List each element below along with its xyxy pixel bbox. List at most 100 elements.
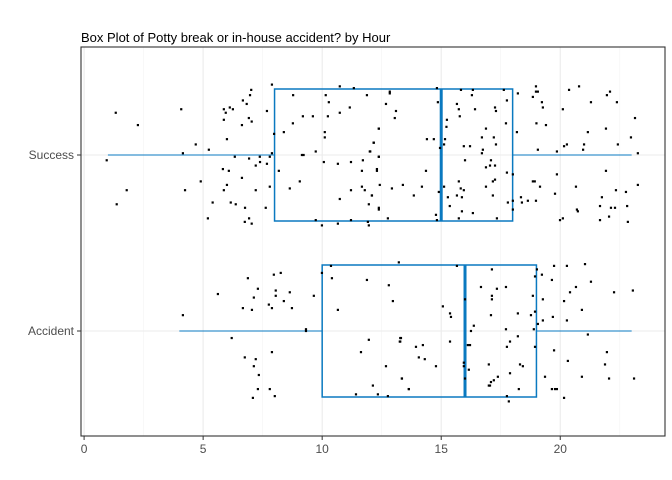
data-point-accident (632, 377, 636, 380)
data-point-accident (490, 298, 494, 301)
data-point-accident (320, 271, 324, 275)
data-point-accident (272, 273, 275, 276)
data-point-success (553, 192, 557, 195)
data-point-accident (555, 387, 559, 391)
data-point-success (511, 208, 514, 211)
data-point-success (598, 219, 602, 222)
data-point-success (614, 189, 618, 192)
data-point-success (608, 90, 612, 93)
data-point-success (270, 152, 274, 155)
data-point-success (425, 138, 429, 141)
data-point-success (458, 115, 461, 118)
data-point-accident (516, 312, 519, 315)
data-point-success (367, 224, 370, 227)
data-point-success (437, 190, 440, 194)
data-point-success (460, 196, 464, 199)
data-point-success (268, 185, 271, 188)
data-point-success (538, 185, 542, 188)
data-point-success (378, 183, 381, 187)
data-point-accident (397, 261, 400, 264)
data-point-success (424, 169, 428, 172)
data-point-success (468, 145, 472, 148)
data-point-accident (312, 294, 315, 297)
data-point-accident (553, 387, 557, 391)
data-point-accident (448, 340, 452, 343)
data-point-success (491, 194, 494, 197)
data-point-success (534, 90, 538, 93)
data-point-accident (282, 299, 285, 303)
data-point-success (462, 189, 465, 192)
data-point-success (493, 164, 497, 167)
data-point-accident (365, 278, 369, 282)
data-point-success (250, 120, 253, 123)
data-point-success (582, 148, 585, 151)
data-point-success (366, 220, 369, 223)
data-point-accident (421, 343, 424, 347)
data-point-success (511, 173, 514, 176)
data-point-accident (543, 375, 547, 378)
data-point-success (324, 94, 327, 97)
box-success (273, 88, 514, 222)
data-point-accident (423, 358, 426, 361)
data-point-success (624, 190, 628, 194)
data-point-accident (252, 296, 255, 299)
data-point-success (442, 143, 446, 146)
data-point-success (555, 150, 559, 153)
data-point-accident (540, 273, 544, 276)
data-point-accident (516, 335, 519, 338)
data-point-success (370, 194, 374, 197)
data-point-success (349, 219, 353, 222)
data-point-accident (455, 264, 459, 267)
data-point-accident (495, 287, 499, 290)
data-point-accident (605, 351, 609, 354)
data-point-accident (288, 291, 291, 294)
data-point-success (519, 196, 523, 199)
data-point-success (604, 127, 608, 130)
data-point-success (247, 217, 251, 220)
data-point-accident (250, 308, 254, 311)
y-axis: Accident Success (28, 148, 81, 338)
data-point-success (626, 220, 629, 223)
data-point-success (489, 159, 493, 162)
data-point-success (349, 189, 353, 192)
data-point-success (435, 87, 439, 90)
data-point-accident (496, 375, 499, 378)
data-point-success (241, 99, 244, 102)
data-point-success (288, 187, 291, 190)
data-point-success (442, 185, 446, 188)
data-point-accident (336, 308, 339, 311)
data-point-accident (304, 329, 308, 333)
data-point-success (125, 189, 128, 192)
data-point-success (377, 155, 380, 158)
y-tick-label: Success (29, 148, 74, 162)
data-point-success (445, 118, 449, 121)
data-point-success (471, 88, 474, 91)
data-point-success (352, 87, 355, 90)
data-point-success (323, 131, 326, 134)
data-point-success (607, 215, 611, 218)
data-point-success (390, 187, 394, 190)
data-point-accident (518, 363, 522, 366)
data-point-success (326, 115, 329, 118)
data-point-success (301, 115, 304, 118)
jitter-points (105, 83, 639, 403)
data-point-success (484, 185, 488, 188)
data-point-success (377, 127, 380, 130)
data-point-success (540, 101, 544, 104)
data-point-success (505, 99, 509, 102)
data-point-success (605, 94, 609, 97)
data-point-accident (434, 365, 438, 368)
data-point-success (375, 167, 379, 171)
data-point-accident (386, 395, 389, 398)
data-point-accident (448, 312, 452, 315)
data-point-accident (417, 356, 420, 359)
data-point-success (264, 206, 267, 209)
data-point-success (582, 143, 586, 146)
data-point-accident (580, 308, 584, 311)
data-point-accident (290, 307, 294, 310)
data-point-success (516, 92, 519, 95)
data-point-accident (216, 292, 219, 296)
data-point-accident (552, 349, 556, 352)
data-point-accident (566, 359, 569, 363)
data-point-success (243, 220, 246, 223)
